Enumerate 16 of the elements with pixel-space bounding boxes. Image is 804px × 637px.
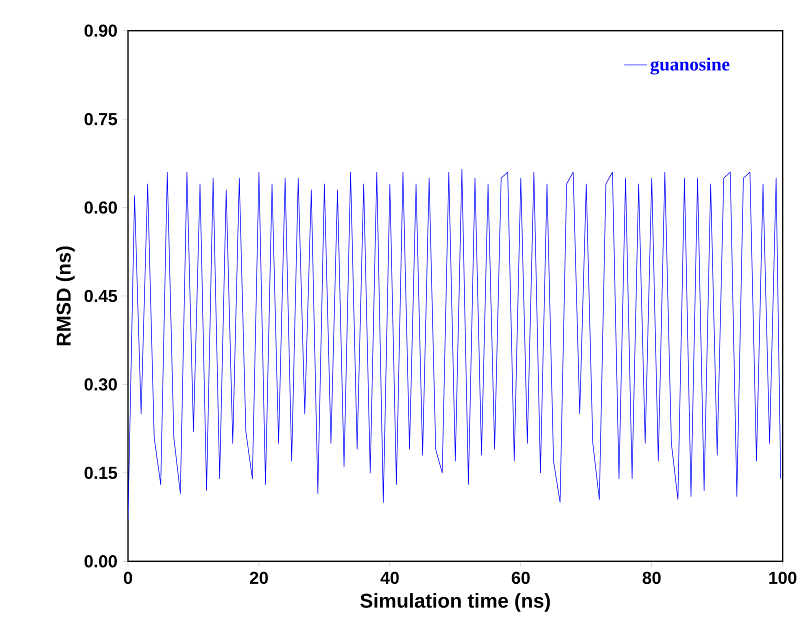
y-tick-label: 0.60 [84,201,117,214]
y-tick-label: 0.90 [84,24,117,37]
y-tick-label: 0.00 [84,555,117,568]
x-tick-label: 0 [124,572,132,584]
y-tick-label: 0.75 [84,112,118,126]
x-tick-label: 100 [769,572,796,584]
x-tick-label: 40 [380,572,399,584]
legend-label: guanosine [650,57,730,74]
y-tick-label: 0.45 [84,290,118,302]
y-tick-label: 0.15 [84,466,118,479]
y-axis-title: RMSD (ns) [56,246,75,346]
x-tick-label: 60 [512,572,530,584]
y-tick-label: 0.30 [84,378,117,390]
x-tick-label: 20 [250,572,268,584]
x-tick-label: 80 [642,572,661,584]
x-axis-title: Simulation time (ns) [360,592,550,612]
